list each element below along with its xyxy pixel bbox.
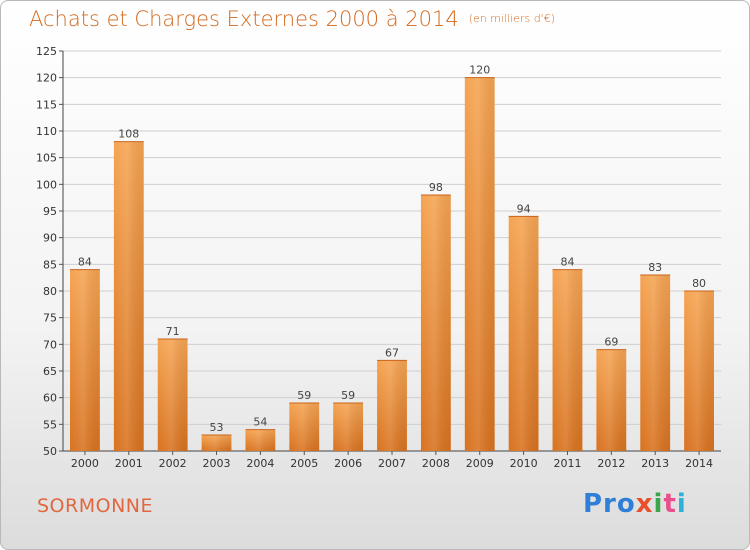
y-tick-label: 50: [43, 445, 57, 458]
y-tick-label: 115: [36, 98, 57, 111]
x-tick-label: 2007: [378, 457, 406, 470]
title-unit: (en milliers d'€): [468, 12, 555, 25]
bar-value-label: 120: [469, 64, 490, 77]
y-tick-label: 105: [36, 152, 57, 165]
x-tick-label: 2005: [290, 457, 318, 470]
bar-shine: [377, 360, 407, 451]
bar-value-label: 69: [604, 336, 618, 349]
x-tick-label: 2014: [685, 457, 713, 470]
logo-part-1: Pro: [583, 489, 636, 519]
x-tick-label: 2000: [71, 457, 99, 470]
x-tick-label: 2010: [510, 457, 538, 470]
bar-shine: [70, 269, 100, 451]
y-tick-label: 60: [43, 392, 57, 405]
bar-shine: [464, 77, 495, 452]
bar-shine: [113, 141, 144, 451]
bar-shine: [596, 349, 627, 451]
bar-value-label: 94: [517, 202, 531, 215]
y-tick-label: 90: [43, 232, 57, 245]
y-tick-label: 95: [43, 205, 57, 218]
bar-value-label: 53: [210, 421, 224, 434]
x-tick-label: 2006: [334, 457, 362, 470]
bar-value-label: 71: [166, 325, 180, 338]
proxiti-logo: Proxiti: [583, 489, 687, 519]
x-tick-label: 2004: [246, 457, 274, 470]
bar-value-label: 108: [118, 128, 139, 141]
x-tick-label: 2001: [115, 457, 143, 470]
logo-part-2: x: [635, 489, 654, 519]
bar-shine: [333, 403, 364, 451]
bar-value-label: 84: [560, 256, 574, 269]
bar-shine: [420, 195, 451, 451]
y-tick-label: 55: [43, 418, 57, 431]
x-tick-label: 2008: [422, 457, 450, 470]
bar-shine: [684, 291, 714, 451]
x-tick-label: 2002: [159, 457, 187, 470]
y-tick-label: 85: [43, 258, 57, 271]
x-tick-label: 2003: [203, 457, 231, 470]
title-main: Achats et Charges Externes 2000 à 2014: [29, 7, 459, 31]
bar-shine: [245, 429, 276, 451]
logo-part-4: t: [663, 489, 677, 519]
y-tick-label: 100: [36, 178, 57, 191]
bar-shine: [157, 339, 188, 451]
bar-value-label: 59: [341, 389, 355, 402]
bar-value-label: 83: [648, 261, 662, 274]
y-tick-label: 65: [43, 365, 57, 378]
bar-value-label: 59: [297, 389, 311, 402]
x-tick-label: 2011: [553, 457, 581, 470]
y-tick-label: 80: [43, 285, 57, 298]
place-name: SORMONNE: [37, 495, 153, 517]
y-tick-label: 125: [36, 45, 57, 58]
labels: 50 55 60 65 70 75 80 85 90 95 100 105 110 115 120 125 84…: [36, 45, 713, 470]
bar-value-label: 54: [253, 416, 267, 429]
bar-value-label: 80: [692, 277, 706, 290]
bar-value-label: 67: [385, 346, 399, 359]
bars: [70, 77, 714, 452]
y-tick-label: 110: [36, 125, 57, 138]
bar-shine: [640, 275, 671, 451]
logo-part-3: i: [653, 489, 664, 519]
bar-value-label: 84: [78, 256, 92, 269]
y-tick-label: 70: [43, 338, 57, 351]
bar-value-label: 98: [429, 181, 443, 194]
chart-title: Achats et Charges Externes 2000 à 2014 (e…: [29, 7, 555, 31]
x-tick-label: 2009: [466, 457, 494, 470]
logo-part-5: i: [676, 489, 687, 519]
y-tick-label: 75: [43, 312, 57, 325]
bar-shine: [201, 435, 232, 451]
bar-shine: [552, 269, 583, 451]
bar-shine: [508, 216, 539, 451]
y-tick-label: 120: [36, 72, 57, 85]
bar-shine: [289, 403, 320, 451]
x-tick-label: 2013: [641, 457, 669, 470]
x-tick-label: 2012: [597, 457, 625, 470]
